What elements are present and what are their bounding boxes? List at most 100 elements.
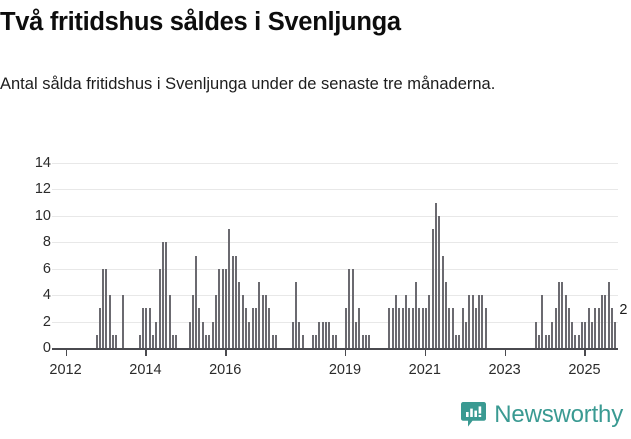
bar: [218, 268, 221, 348]
bar: [318, 321, 321, 348]
bar: [238, 281, 241, 348]
newsworthy-logo[interactable]: Newsworthy: [460, 401, 623, 428]
bar: [597, 308, 600, 348]
bar: [162, 242, 165, 348]
bar: [222, 268, 225, 348]
gridline: [52, 189, 618, 191]
x-tick-mark: [584, 349, 586, 356]
bar: [315, 334, 318, 348]
bar: [301, 334, 304, 348]
bar: [444, 281, 447, 348]
bar: [122, 295, 125, 348]
gridline: [52, 242, 618, 244]
bar: [145, 308, 148, 348]
y-tick-label: 2: [42, 313, 51, 330]
bar: [551, 321, 554, 348]
bar: [431, 229, 434, 348]
bar: [328, 321, 331, 348]
axis-baseline: [52, 348, 618, 350]
gridline: [52, 268, 618, 270]
bar: [571, 321, 574, 348]
x-tick-mark: [504, 349, 507, 356]
bar: [561, 281, 564, 348]
bar: [102, 268, 105, 348]
bar: [587, 308, 590, 348]
bar: [212, 321, 215, 348]
bar: [255, 308, 258, 348]
bar: [601, 295, 604, 348]
bar: [248, 321, 251, 348]
bar: [581, 321, 584, 348]
x-tick-mark: [424, 349, 427, 356]
bar: [388, 308, 391, 348]
bar: [241, 295, 244, 348]
bar: [175, 334, 178, 348]
x-tick-label: 2016: [209, 362, 242, 378]
bar: [408, 308, 411, 348]
bar: [205, 334, 208, 348]
bar: [158, 268, 161, 348]
bar: [474, 308, 477, 348]
bar: [258, 281, 261, 348]
y-tick-label: 14: [34, 155, 51, 171]
bar: [165, 242, 168, 348]
bar: [451, 308, 454, 348]
gridline: [52, 163, 618, 164]
bar: [172, 334, 175, 348]
x-tick-label: 2014: [129, 362, 162, 378]
bar: [351, 268, 354, 348]
y-tick-label: 0: [42, 340, 51, 356]
bar: [471, 295, 474, 348]
bar: [411, 308, 414, 348]
bar: [188, 321, 191, 348]
bar: [394, 295, 397, 348]
bar: [142, 308, 145, 348]
bar: [461, 308, 464, 348]
bar: [534, 321, 537, 348]
bar: [271, 334, 274, 348]
bar: [298, 321, 301, 348]
gridline: [52, 295, 618, 297]
bar: [291, 321, 294, 348]
x-tick-mark: [145, 349, 147, 356]
bar: [544, 334, 547, 348]
bar: [441, 255, 444, 348]
y-tick-label: 4: [42, 287, 51, 304]
bar: [202, 321, 205, 348]
bar: [447, 308, 450, 348]
bar: [464, 321, 467, 348]
bar: [401, 308, 404, 348]
bar: [112, 334, 115, 348]
bar: [591, 321, 594, 348]
bar: [265, 295, 268, 348]
bar: [607, 281, 610, 348]
bar: [361, 334, 364, 348]
bar: [215, 295, 218, 348]
bar: [168, 295, 171, 348]
bar: [434, 202, 437, 348]
bar: [477, 295, 480, 348]
bar: [557, 281, 560, 348]
x-tick-mark: [225, 349, 227, 356]
x-tick-label: 2012: [49, 362, 82, 378]
bar: [138, 334, 141, 348]
bar: [148, 308, 151, 348]
bar: [437, 215, 440, 348]
bar: [604, 295, 607, 348]
chart-plot-area: 0 2 4 6 8 10 12 14 2 2012 2014 2016 2019 2021 2023 20…: [0, 150, 631, 395]
bar-series: 2: [0, 150, 631, 395]
bar: [198, 308, 201, 348]
bar: [251, 308, 254, 348]
bar: [321, 321, 324, 348]
bar: [358, 308, 361, 348]
bar: [331, 334, 334, 348]
bar: [577, 334, 580, 348]
bar: [354, 321, 357, 348]
bar: [275, 334, 278, 348]
bar: [574, 334, 577, 348]
bar: [537, 334, 540, 348]
bar: [335, 334, 337, 348]
bar: [348, 268, 351, 348]
bar: [344, 308, 347, 348]
